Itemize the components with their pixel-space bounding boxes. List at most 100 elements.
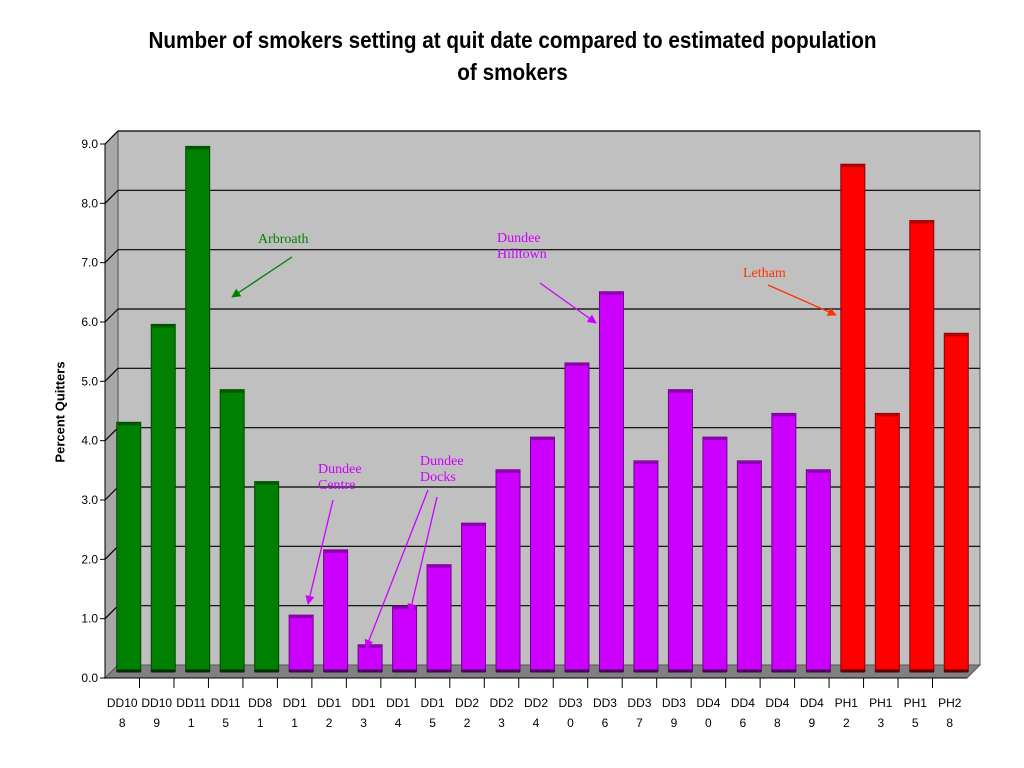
- x-tick-label-line-1: DD3: [662, 696, 686, 710]
- y-tick-label: 3.0: [81, 493, 98, 507]
- x-tick-label-line-1: PH1: [904, 696, 928, 710]
- bar: [943, 332, 969, 672]
- bar-base: [771, 669, 796, 673]
- bar-top: [807, 469, 830, 473]
- bar-top: [152, 324, 175, 328]
- bar: [909, 220, 935, 672]
- bar: [840, 163, 866, 672]
- x-tick-label-line-2: 6: [602, 716, 609, 730]
- gridline-side: [104, 189, 119, 204]
- bar-group: [771, 412, 797, 673]
- bar-base: [840, 669, 865, 673]
- x-tick-label-line-2: 5: [222, 716, 229, 730]
- annotation-arrow: [539, 282, 597, 324]
- bar: [254, 481, 280, 672]
- bar-group: [461, 522, 487, 673]
- bar-base: [151, 669, 176, 673]
- x-tick-label-line-2: 1: [291, 716, 298, 730]
- x-tick-label-line-2: 4: [533, 716, 540, 730]
- y-tick-label: 2.0: [81, 552, 98, 566]
- bar-group: [150, 323, 176, 673]
- bar: [702, 436, 728, 672]
- bar-group: [736, 460, 762, 673]
- chart-title-line-2: of smokers: [457, 59, 568, 85]
- y-tick-label: 1.0: [81, 612, 98, 626]
- bar: [357, 644, 383, 672]
- x-tick-label-line-2: 2: [326, 716, 333, 730]
- bar-top: [531, 437, 554, 441]
- bar-group: [598, 291, 624, 673]
- annotation-label-line: Letham: [743, 266, 786, 281]
- annotation-arrow: [305, 499, 334, 605]
- bar-base: [875, 669, 900, 673]
- bar-base: [909, 669, 934, 673]
- bar-base: [702, 669, 727, 673]
- y-tick-label: 8.0: [81, 196, 98, 210]
- x-tick-label-line-1: DD8: [248, 696, 272, 710]
- bar-top: [497, 469, 520, 473]
- bar: [185, 145, 211, 672]
- bar-group: [254, 481, 280, 673]
- bar-base: [599, 669, 624, 673]
- x-tick-label-line-2: 0: [705, 716, 712, 730]
- annotation-label-line: Hilltown: [497, 247, 547, 262]
- gridline-side: [104, 130, 119, 145]
- y-tick-label: 9.0: [81, 137, 98, 151]
- x-tick-label-line-2: 6: [740, 716, 747, 730]
- bar-group: [874, 412, 900, 673]
- bar-top: [565, 362, 588, 366]
- x-tick-label-line-2: 4: [395, 716, 402, 730]
- y-tick-label: 4.0: [81, 434, 98, 448]
- bar-base: [220, 669, 245, 673]
- bar-group: [564, 362, 590, 673]
- gridline-side: [104, 308, 119, 323]
- bar-base: [944, 669, 969, 673]
- x-tick-label-line-1: PH1: [869, 696, 893, 710]
- annotation-label-line: Dundee: [318, 462, 362, 477]
- bar-group: [323, 549, 349, 673]
- bar-base: [254, 669, 279, 673]
- gridline-side: [104, 427, 119, 442]
- x-tick-label-line-1: DD2: [490, 696, 514, 710]
- bar-top: [117, 422, 140, 426]
- x-tick-label-line-2: 1: [188, 716, 195, 730]
- gridline-side: [104, 486, 119, 501]
- gridline-side: [104, 605, 119, 620]
- x-tick-label-line-1: DD4: [765, 696, 789, 710]
- x-tick-label-line-1: DD4: [731, 696, 755, 710]
- x-tick-label-line-2: 8: [774, 716, 781, 730]
- bar: [219, 389, 245, 672]
- x-tick-label-line-2: 9: [671, 716, 678, 730]
- x-tick-label-line-1: DD10: [107, 696, 138, 710]
- bar: [426, 564, 452, 673]
- bar-group: [702, 436, 728, 673]
- bar: [392, 605, 418, 673]
- bar-top: [324, 549, 347, 553]
- bar-group: [909, 220, 935, 673]
- bar: [461, 522, 487, 673]
- bar: [288, 614, 314, 673]
- x-tick-label-line-1: DD1: [352, 696, 376, 710]
- bar-base: [737, 669, 762, 673]
- bar-top: [910, 220, 933, 224]
- bar-base: [323, 669, 348, 673]
- gridline-side: [104, 367, 119, 382]
- bar: [150, 323, 176, 672]
- chart-title-line-1: Number of smokers setting at quit date c…: [148, 27, 877, 53]
- x-tick-label-line-1: DD3: [627, 696, 651, 710]
- x-tick-label-line-1: DD1: [421, 696, 445, 710]
- annotation-label-line: Dundee: [420, 454, 464, 469]
- bar-base: [185, 669, 210, 673]
- bar-group: [633, 460, 659, 673]
- bar-base: [806, 669, 831, 673]
- bar-base: [358, 669, 383, 673]
- bar: [633, 460, 659, 672]
- bar: [116, 421, 142, 672]
- bar: [323, 549, 349, 672]
- bar: [598, 291, 624, 672]
- bar-base: [427, 669, 452, 673]
- x-tick-label-line-1: DD1: [317, 696, 341, 710]
- plot-side-wall: [104, 129, 119, 680]
- bar-base: [116, 669, 141, 673]
